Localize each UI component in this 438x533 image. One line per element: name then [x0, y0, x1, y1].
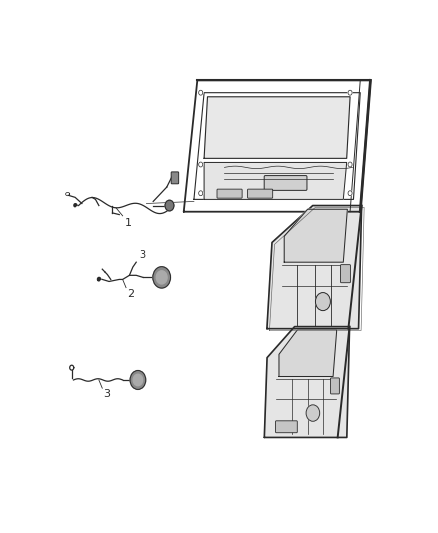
Circle shape — [315, 293, 330, 311]
Circle shape — [199, 191, 203, 196]
Text: 2: 2 — [127, 289, 134, 299]
FancyBboxPatch shape — [217, 189, 242, 198]
Circle shape — [153, 266, 170, 288]
Circle shape — [133, 374, 143, 386]
Polygon shape — [204, 163, 346, 199]
FancyBboxPatch shape — [247, 189, 273, 198]
FancyBboxPatch shape — [264, 175, 307, 190]
Circle shape — [348, 191, 352, 196]
Polygon shape — [284, 209, 347, 262]
Polygon shape — [204, 97, 350, 158]
Circle shape — [199, 162, 203, 167]
Text: 3: 3 — [103, 389, 110, 399]
Polygon shape — [267, 206, 362, 329]
Text: 3: 3 — [139, 250, 145, 260]
FancyBboxPatch shape — [341, 265, 350, 282]
Polygon shape — [264, 327, 350, 438]
Text: 1: 1 — [124, 218, 131, 228]
Circle shape — [348, 90, 352, 95]
Polygon shape — [279, 330, 337, 376]
FancyBboxPatch shape — [331, 378, 339, 394]
Circle shape — [165, 200, 174, 211]
FancyBboxPatch shape — [276, 421, 297, 433]
Circle shape — [156, 271, 167, 284]
Circle shape — [199, 90, 203, 95]
FancyBboxPatch shape — [171, 172, 179, 184]
Circle shape — [130, 370, 146, 390]
Circle shape — [348, 162, 352, 167]
Circle shape — [306, 405, 320, 421]
